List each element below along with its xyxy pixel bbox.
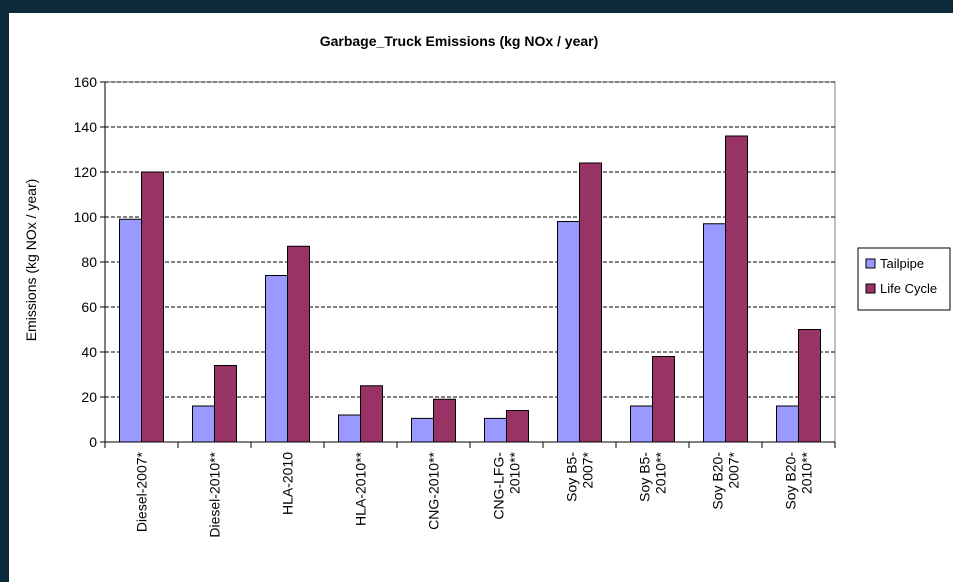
legend-box [857,247,951,311]
bar-tailpipe [630,405,653,443]
y-tick-label: 20 [81,389,97,405]
x-tick-label: HLA-2010 [280,452,296,515]
y-axis-title: Emissions (kg NOx / year) [23,179,39,342]
chart: Garbage_Truck Emissions (kg NOx / year) … [23,33,951,538]
chart-title: Garbage_Truck Emissions (kg NOx / year) [320,33,599,49]
bar-tailpipe [776,405,799,443]
x-tick-label: Diesel-2007* [134,451,150,532]
axes [100,81,836,448]
bar-tailpipe [484,417,507,443]
bar-life-cycle [214,365,237,443]
y-tick-label: 40 [81,344,97,360]
y-tick-label: 100 [74,209,98,225]
bar-tailpipe [338,414,361,443]
bar-life-cycle [433,398,456,443]
bar-life-cycle [141,171,164,443]
chart-panel: Garbage_Truck Emissions (kg NOx / year) … [9,13,953,582]
y-tick-label: 160 [74,74,98,90]
bar-tailpipe [265,275,288,443]
x-tick-label: Soy B5- [564,452,580,502]
x-tick-label: Soy B5- [637,452,653,502]
legend-swatch [865,258,876,269]
bar-tailpipe [411,417,434,443]
bar-life-cycle [360,385,383,443]
y-tick-label: 80 [81,254,97,270]
bar-tailpipe [703,223,726,443]
legend-label: Life Cycle [880,281,937,296]
x-tick-labels: Diesel-2007* Diesel-2010** HLA-2010 HLA-201… [134,451,815,537]
bar-life-cycle [652,356,675,443]
y-tick-label: 140 [74,119,98,135]
x-tick-label: 2007* [580,451,596,488]
x-tick-label: CNG-LFG- [491,452,507,520]
y-tick-label: 60 [81,299,97,315]
x-tick-label: 2007* [726,451,742,488]
bar-tailpipe [192,405,215,443]
x-tick-label: 2010** [653,451,669,494]
legend-label: Tailpipe [880,256,924,271]
x-tick-label: 2010** [799,451,815,494]
x-tick-label: 2010** [507,451,523,494]
x-tick-label: CNG-2010** [426,451,442,529]
x-tick-label: Soy B20- [783,452,799,510]
legend: Tailpipe Life Cycle [857,247,951,311]
bar-tailpipe [557,221,580,443]
y-tick-label: 120 [74,164,98,180]
bar-life-cycle [798,329,821,443]
y-tick-labels: 0 20 40 60 80 100 120 140 160 [74,74,98,450]
bar-life-cycle [287,245,310,443]
x-tick-label: HLA-2010** [353,451,369,525]
bar-life-cycle [579,162,602,443]
bar-tailpipe [119,218,142,443]
bar-life-cycle [506,410,529,443]
x-tick-label: Diesel-2010** [207,451,223,537]
bar-life-cycle [725,135,748,443]
legend-swatch [865,283,876,294]
y-tick-label: 0 [89,434,97,450]
x-tick-label: Soy B20- [710,452,726,510]
